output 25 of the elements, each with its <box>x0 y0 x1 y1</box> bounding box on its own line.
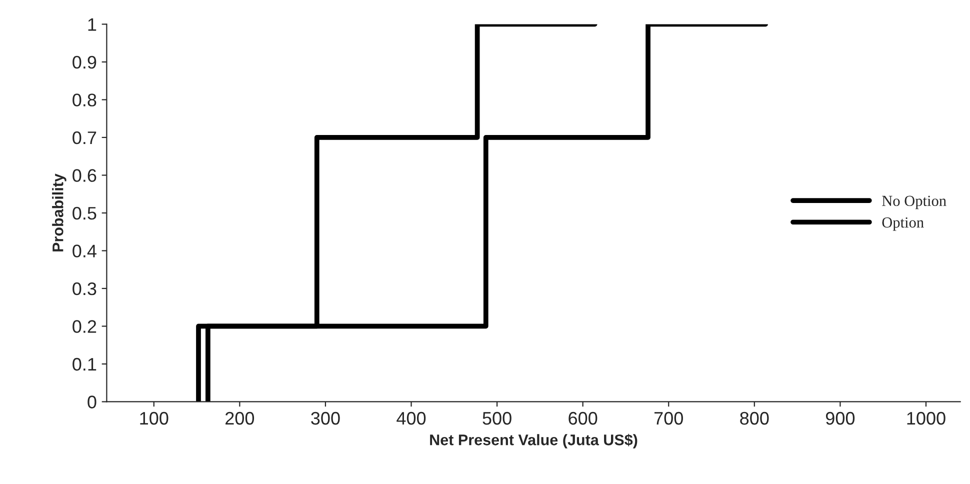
x-tick-label: 600 <box>568 412 598 425</box>
x-tick-label: 100 <box>140 412 168 425</box>
y-axis-title: Probability <box>52 174 66 252</box>
x-tick-label: 300 <box>311 412 340 425</box>
x-tick-label: 1000 <box>907 412 946 425</box>
y-tick-label: 0.2 <box>72 320 96 333</box>
y-tick-label: 0.9 <box>72 56 96 69</box>
x-tick-label: 700 <box>654 412 683 425</box>
x-tick-label: 800 <box>740 412 769 425</box>
legend-label: Option <box>882 217 924 231</box>
y-tick-label: 1 <box>88 18 96 31</box>
y-tick-label: 0.5 <box>72 206 96 220</box>
legend-label: No Option <box>882 196 946 210</box>
x-axis-title: Net Present Value (Juta US$) <box>430 434 638 448</box>
y-tick-label: 0.6 <box>72 169 96 182</box>
x-tick-label: 400 <box>396 412 426 425</box>
y-tick-label: 0.1 <box>72 358 96 371</box>
y-tick-label: 0.3 <box>72 282 96 296</box>
y-tick-label: 0.4 <box>72 244 96 258</box>
x-tick-label: 500 <box>482 412 512 425</box>
y-tick-label: 0.7 <box>72 131 96 144</box>
x-tick-label: 200 <box>226 412 254 425</box>
y-tick-label: 0 <box>88 396 96 408</box>
y-tick-label: 0.8 <box>72 94 96 106</box>
x-tick-label: 900 <box>826 412 855 425</box>
